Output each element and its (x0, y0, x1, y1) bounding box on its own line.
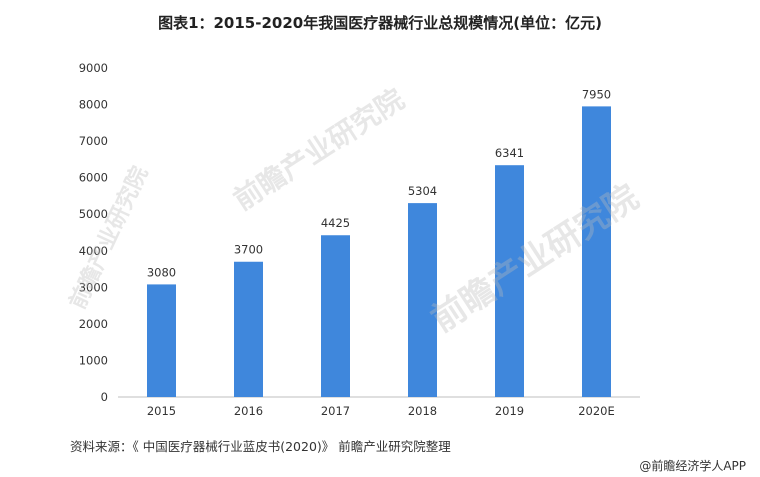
x-tick-label: 2019 (495, 404, 524, 418)
bar-2018 (408, 203, 437, 397)
credit-text: @前瞻经济学人APP (639, 459, 746, 473)
y-tick-label: 4000 (79, 244, 108, 258)
data-label: 6341 (495, 146, 524, 160)
bar-2020E (582, 106, 611, 397)
source-note: 资料来源：《 中国医疗器械行业蓝皮书(2020)》 前瞻产业研究院整理 (70, 439, 451, 454)
x-tick-label: 2016 (234, 404, 263, 418)
y-tick-label: 9000 (79, 61, 108, 75)
data-label: 3080 (147, 265, 176, 279)
x-tick-label: 2017 (321, 404, 350, 418)
y-tick-label: 2000 (79, 317, 108, 331)
bar-2019 (495, 165, 524, 397)
y-tick-label: 6000 (79, 171, 108, 185)
x-tick-label: 2015 (147, 404, 176, 418)
data-label: 7950 (582, 87, 611, 101)
x-tick-label: 2018 (408, 404, 437, 418)
bar-2015 (147, 284, 176, 397)
y-tick-label: 8000 (79, 98, 108, 112)
y-tick-label: 7000 (79, 134, 108, 148)
data-label: 5304 (408, 184, 437, 198)
y-tick-label: 1000 (79, 353, 108, 367)
bar-2016 (234, 261, 263, 397)
bar-2017 (321, 235, 350, 397)
y-tick-label: 5000 (79, 207, 108, 221)
y-tick-label: 3000 (79, 280, 108, 294)
x-tick-label: 2020E (578, 404, 615, 418)
data-label: 4425 (321, 216, 350, 230)
data-label: 3700 (234, 243, 263, 257)
chart-title: 图表1：2015-2020年我国医疗器械行业总规模情况(单位：亿元) (158, 14, 602, 32)
y-tick-label: 0 (101, 390, 108, 404)
